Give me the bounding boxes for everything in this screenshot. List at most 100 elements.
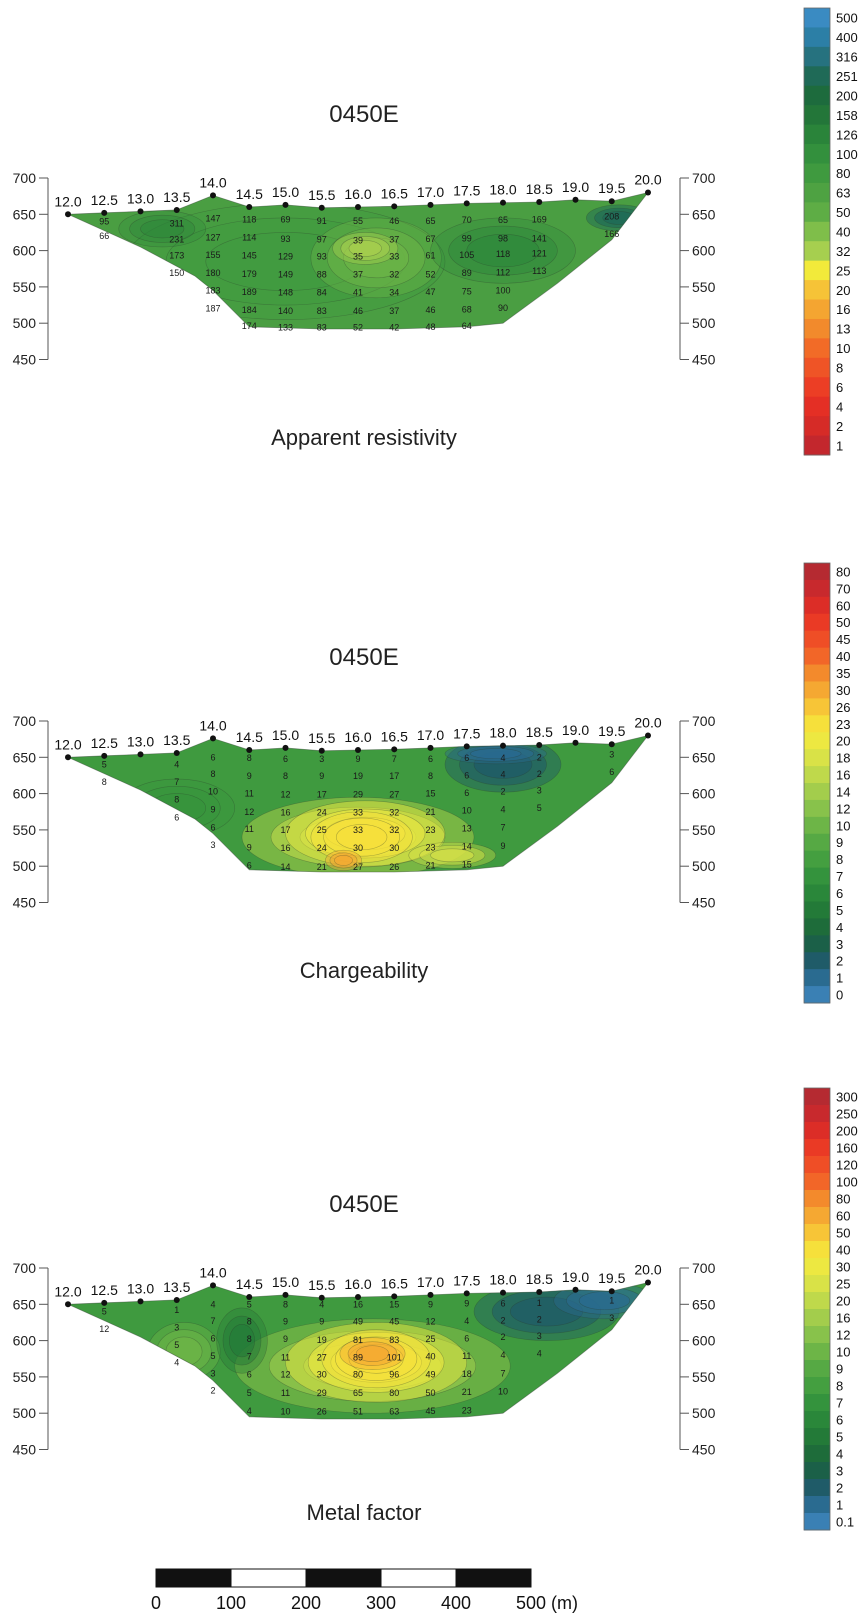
right-tick-label: 500 bbox=[692, 1405, 716, 1421]
colorbar-swatch bbox=[804, 884, 830, 902]
right-tick-label: 550 bbox=[692, 1369, 716, 1385]
data-value: 9 bbox=[210, 805, 215, 815]
data-value: 5 bbox=[247, 1388, 252, 1398]
station-marker bbox=[536, 198, 543, 205]
station-marker bbox=[391, 746, 398, 753]
scale-bar-label: 200 bbox=[291, 1593, 321, 1613]
data-value: 6 bbox=[464, 788, 469, 798]
colorbar-swatch bbox=[804, 221, 830, 242]
colorbar-label: 160 bbox=[836, 1141, 858, 1156]
right-tick-label: 550 bbox=[692, 822, 716, 838]
scale-bar-unit: (m) bbox=[551, 1593, 578, 1613]
contour-zone bbox=[229, 1323, 255, 1358]
data-value: 127 bbox=[205, 233, 220, 243]
contour-zone bbox=[430, 217, 576, 284]
data-value: 68 bbox=[462, 304, 472, 314]
colorbar-swatch bbox=[804, 85, 830, 106]
data-value: 5 bbox=[102, 760, 107, 770]
data-value: 2 bbox=[537, 752, 542, 762]
data-value: 67 bbox=[425, 234, 435, 244]
data-value: 12 bbox=[425, 1317, 435, 1327]
data-value: 3 bbox=[609, 1313, 614, 1323]
colorbar-swatch bbox=[804, 1241, 830, 1259]
colorbar-swatch bbox=[804, 1309, 830, 1327]
data-value: 187 bbox=[205, 304, 220, 314]
colorbar-label: 9 bbox=[836, 835, 843, 850]
colorbar-label: 26 bbox=[836, 700, 850, 715]
colorbar-frame bbox=[803, 1087, 831, 1531]
scale-bar: 0 100 200 300 400 500 (m) bbox=[151, 1568, 578, 1613]
colorbar-label: 7 bbox=[836, 869, 843, 884]
colorbar-swatch bbox=[804, 241, 830, 262]
data-value: 9 bbox=[283, 1317, 288, 1327]
data-value: 25 bbox=[425, 1334, 435, 1344]
data-value: 10 bbox=[498, 1386, 508, 1396]
data-value: 2 bbox=[537, 1315, 542, 1325]
panel-subtitle: Apparent resistivity bbox=[271, 425, 457, 450]
data-value: 7 bbox=[174, 777, 179, 787]
data-value: 8 bbox=[247, 1317, 252, 1327]
data-value: 33 bbox=[353, 807, 363, 817]
station-marker bbox=[572, 1286, 579, 1293]
colorbar-label: 20 bbox=[836, 734, 850, 749]
colorbar-label: 20 bbox=[836, 283, 850, 298]
data-value: 32 bbox=[389, 807, 399, 817]
colorbar-swatch bbox=[804, 8, 830, 28]
data-value: 83 bbox=[317, 306, 327, 316]
colorbar-swatch bbox=[804, 1479, 830, 1497]
station-marker bbox=[572, 196, 579, 203]
data-value: 3 bbox=[537, 1331, 542, 1341]
colorbar-swatch bbox=[804, 1275, 830, 1293]
data-value: 3 bbox=[174, 1323, 179, 1333]
colorbar-swatch bbox=[804, 377, 830, 398]
data-value: 47 bbox=[425, 287, 435, 297]
data-value: 83 bbox=[317, 323, 327, 333]
station-marker bbox=[65, 754, 71, 761]
section-outline bbox=[67, 734, 650, 873]
colorbar-swatch bbox=[804, 732, 830, 750]
left-tick-label: 600 bbox=[13, 786, 37, 802]
colorbar-swatch bbox=[804, 715, 830, 733]
data-value: 3 bbox=[210, 840, 215, 850]
station-marker bbox=[355, 747, 361, 754]
colorbar-swatch bbox=[804, 935, 830, 953]
data-value: 55 bbox=[353, 216, 363, 226]
left-tick-label: 550 bbox=[13, 279, 37, 295]
data-value: 184 bbox=[242, 305, 257, 315]
data-value: 17 bbox=[389, 771, 399, 781]
station-marker bbox=[318, 1294, 325, 1301]
colorbar-label: 70 bbox=[836, 581, 850, 596]
data-value: 24 bbox=[317, 843, 327, 853]
right-tick-label: 600 bbox=[692, 243, 716, 259]
station-label: 13.0 bbox=[127, 1280, 154, 1296]
data-value: 9 bbox=[428, 1299, 433, 1309]
station-label: 14.5 bbox=[236, 1276, 263, 1292]
station-label: 12.0 bbox=[54, 193, 81, 209]
colorbar-label: 25 bbox=[836, 263, 850, 278]
data-value: 11 bbox=[462, 1351, 471, 1361]
colorbar-swatch bbox=[804, 1360, 830, 1378]
colorbar-label: 63 bbox=[836, 186, 850, 201]
data-value: 8 bbox=[428, 771, 433, 781]
data-value: 2 bbox=[500, 1332, 505, 1342]
station-marker bbox=[427, 744, 434, 751]
colorbar-swatch bbox=[804, 1326, 830, 1344]
colorbar-label: 120 bbox=[836, 1158, 858, 1173]
data-value: 10 bbox=[280, 1407, 290, 1417]
data-value: 5 bbox=[102, 1307, 107, 1317]
contour-zone bbox=[165, 1336, 203, 1367]
data-value: 5 bbox=[537, 803, 542, 813]
station-label: 17.5 bbox=[453, 1272, 480, 1288]
colorbar-label: 80 bbox=[836, 166, 850, 181]
data-value: 147 bbox=[205, 214, 220, 224]
left-tick-label: 600 bbox=[13, 1333, 37, 1349]
data-value: 45 bbox=[389, 1317, 399, 1327]
data-value: 9 bbox=[464, 1299, 469, 1309]
station-marker bbox=[608, 1288, 615, 1295]
data-value: 61 bbox=[425, 251, 435, 261]
station-label: 19.0 bbox=[562, 179, 589, 195]
colorbar: 3002502001601201008060504030252016121098… bbox=[803, 1087, 858, 1531]
station-marker bbox=[572, 739, 579, 746]
data-value: 133 bbox=[278, 323, 293, 333]
colorbar-label: 5 bbox=[836, 1430, 843, 1445]
